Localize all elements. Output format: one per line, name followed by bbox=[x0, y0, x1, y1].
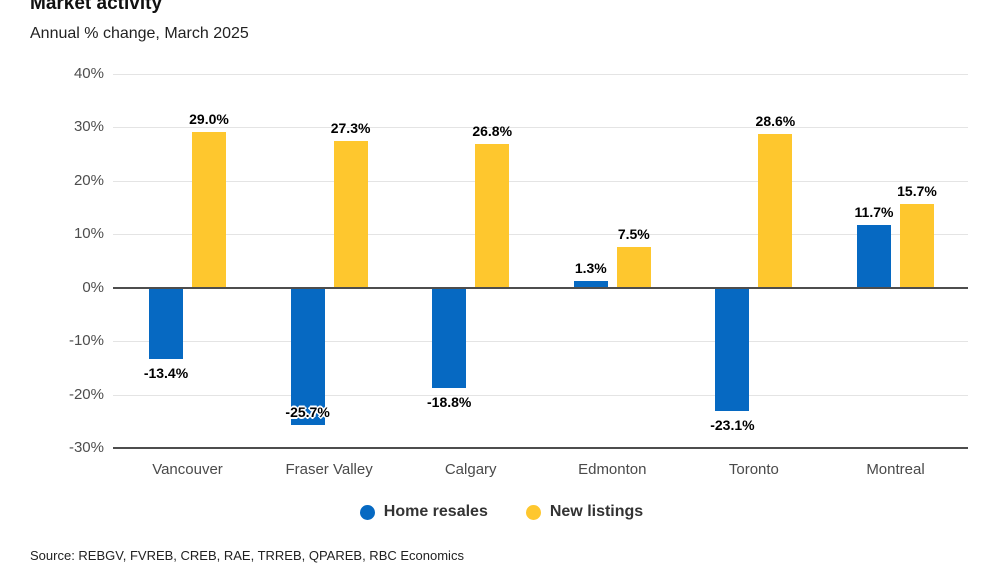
value-label: 15.7% bbox=[897, 182, 937, 199]
value-label: 26.8% bbox=[472, 123, 513, 140]
value-label: 27.3% bbox=[330, 120, 371, 137]
value-label: -13.4% bbox=[143, 365, 189, 382]
bar-new-listings bbox=[333, 141, 368, 288]
y-axis-tick-label: -20% bbox=[68, 385, 104, 403]
value-label: 1.3% bbox=[574, 259, 607, 276]
gridline bbox=[113, 73, 968, 75]
y-axis-tick-label: -30% bbox=[68, 439, 104, 456]
legend-swatch-home-resales bbox=[359, 504, 375, 520]
source-note: Source: REBGV, FVREB, CREB, RAE, TRREB, … bbox=[30, 548, 464, 563]
value-label: 11.7% bbox=[854, 203, 894, 220]
bar-home-resales bbox=[290, 287, 325, 425]
legend-item: Home resales bbox=[359, 503, 488, 521]
bar-new-listings bbox=[758, 134, 793, 288]
legend-label: New listings bbox=[549, 503, 644, 520]
gridline bbox=[113, 394, 968, 396]
y-axis-tick-label: 20% bbox=[73, 171, 104, 189]
chart-title: Market activity bbox=[30, 0, 163, 14]
category-label: Fraser Valley bbox=[285, 461, 373, 478]
legend-item: New listings bbox=[525, 503, 644, 521]
value-label: -18.8% bbox=[427, 394, 472, 411]
bar-new-listings bbox=[900, 203, 934, 288]
category-label: Edmonton bbox=[578, 461, 647, 478]
y-axis-tick-label: 30% bbox=[73, 118, 104, 135]
y-axis-tick-label: 10% bbox=[73, 225, 104, 242]
bar-home-resales bbox=[573, 280, 608, 288]
gridline bbox=[113, 127, 968, 128]
legend: Home resales New listings bbox=[0, 503, 1003, 521]
category-label: Montreal bbox=[866, 461, 925, 478]
gridline bbox=[113, 341, 968, 342]
bar-home-resales bbox=[715, 287, 750, 412]
category-label: Calgary bbox=[444, 461, 497, 478]
bar-new-listings bbox=[192, 132, 226, 288]
legend-label: Home resales bbox=[383, 503, 488, 520]
gridline bbox=[113, 180, 968, 182]
bar-new-listings bbox=[475, 144, 510, 288]
bar-home-resales bbox=[149, 287, 183, 360]
bar-home-resales bbox=[857, 224, 891, 288]
value-label: -25.7% bbox=[285, 403, 330, 420]
bar-home-resales bbox=[432, 287, 467, 389]
value-label: -23.1% bbox=[710, 417, 755, 434]
axis-line bbox=[113, 286, 968, 289]
y-axis-tick-label: -10% bbox=[68, 332, 104, 349]
y-axis-tick-label: 40% bbox=[73, 64, 104, 82]
category-label: Toronto bbox=[728, 461, 779, 478]
category-label: Vancouver bbox=[152, 461, 223, 478]
axis-line bbox=[113, 447, 968, 449]
y-axis-tick-label: 0% bbox=[82, 278, 104, 296]
value-label: 28.6% bbox=[755, 113, 796, 130]
chart-subtitle: Annual % change, March 2025 bbox=[30, 25, 249, 42]
legend-swatch-new-listings bbox=[525, 504, 541, 520]
value-label: 29.0% bbox=[189, 111, 229, 128]
gridline bbox=[113, 234, 968, 235]
bar-new-listings bbox=[616, 247, 651, 288]
value-label: 7.5% bbox=[617, 226, 650, 243]
